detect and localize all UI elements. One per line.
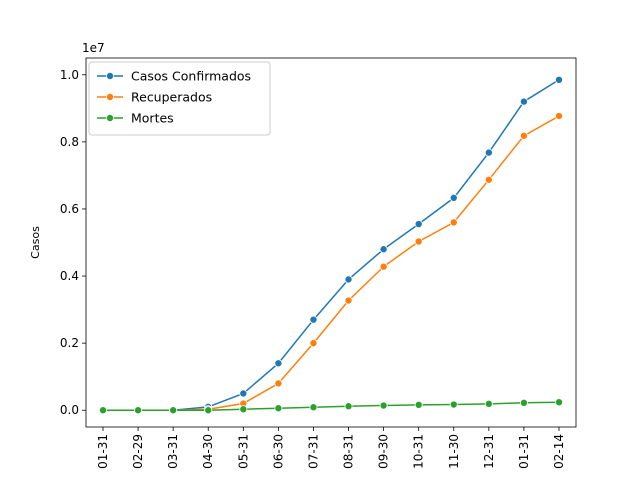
x-tick-label: 05-31 — [236, 434, 250, 469]
legend-swatch-marker — [106, 114, 115, 123]
data-point — [99, 406, 108, 415]
legend-box — [88, 61, 271, 136]
data-point — [309, 315, 318, 324]
data-point — [484, 399, 493, 408]
y-tick-label: 0.2 — [60, 336, 79, 350]
data-point — [414, 400, 423, 409]
y-tick-label: 1.0 — [60, 68, 79, 82]
data-point — [449, 218, 458, 227]
x-tick-label: 06-30 — [271, 434, 285, 469]
data-point — [519, 398, 528, 407]
x-tick-label: 01-31 — [96, 434, 110, 469]
data-point — [379, 262, 388, 271]
x-tick-label: 07-31 — [306, 434, 320, 469]
x-axis: 01-31 02-29 03-31 04-30 05-31 06-30 07-31 08-31… — [96, 427, 566, 469]
data-point — [484, 175, 493, 184]
data-point — [449, 193, 458, 202]
y-tick-label: 0.6 — [60, 202, 79, 216]
x-tick-label: 01-31 — [517, 434, 531, 469]
data-point — [519, 131, 528, 140]
series-points — [99, 75, 564, 415]
data-point — [309, 403, 318, 412]
data-point — [344, 275, 353, 284]
data-point — [344, 402, 353, 411]
data-point — [414, 237, 423, 246]
data-point — [274, 359, 283, 368]
x-tick-label: 04-30 — [201, 434, 215, 469]
data-point — [414, 220, 423, 229]
legend-label: Mortes — [131, 111, 174, 126]
legend: Casos Confirmados Recuperados Mortes — [88, 61, 271, 136]
x-tick-label: 10-31 — [412, 434, 426, 469]
data-point — [134, 406, 143, 415]
data-point — [519, 97, 528, 106]
y-axis-exponent-label: 1e7 — [82, 41, 105, 55]
y-axis-label: Casos — [29, 226, 42, 259]
data-point — [449, 400, 458, 409]
data-point — [274, 379, 283, 388]
data-point — [484, 148, 493, 157]
y-tick-label: 0.0 — [60, 403, 79, 417]
x-tick-label: 11-30 — [447, 434, 461, 469]
y-tick-label: 0.8 — [60, 135, 79, 149]
data-point — [555, 75, 564, 84]
series-lines — [103, 79, 560, 411]
legend-label: Recuperados — [131, 90, 212, 105]
x-tick-label: 08-31 — [342, 434, 356, 469]
legend-swatch-marker — [106, 72, 115, 81]
x-tick-label: 09-30 — [377, 434, 391, 469]
data-point — [239, 405, 248, 414]
series-line — [103, 401, 560, 411]
x-tick-label: 02-29 — [131, 434, 145, 469]
x-tick-label: 02-14 — [552, 434, 566, 469]
x-tick-label: 03-31 — [166, 434, 180, 469]
x-tick-label: 12-31 — [482, 434, 496, 469]
data-point — [555, 112, 564, 121]
legend-label: Casos Confirmados — [131, 69, 251, 84]
data-point — [239, 389, 248, 398]
data-point — [379, 245, 388, 254]
data-point — [169, 406, 178, 415]
data-point — [379, 401, 388, 410]
data-point — [309, 339, 318, 348]
y-axis: 0.0 0.2 0.4 0.6 0.8 1.0 — [60, 68, 86, 417]
data-point — [344, 296, 353, 305]
plot-area-frame — [85, 57, 577, 428]
legend-swatch-marker — [106, 93, 115, 102]
data-point — [204, 406, 213, 415]
data-point — [555, 398, 564, 407]
data-point — [274, 404, 283, 413]
y-tick-label: 0.4 — [60, 269, 79, 283]
